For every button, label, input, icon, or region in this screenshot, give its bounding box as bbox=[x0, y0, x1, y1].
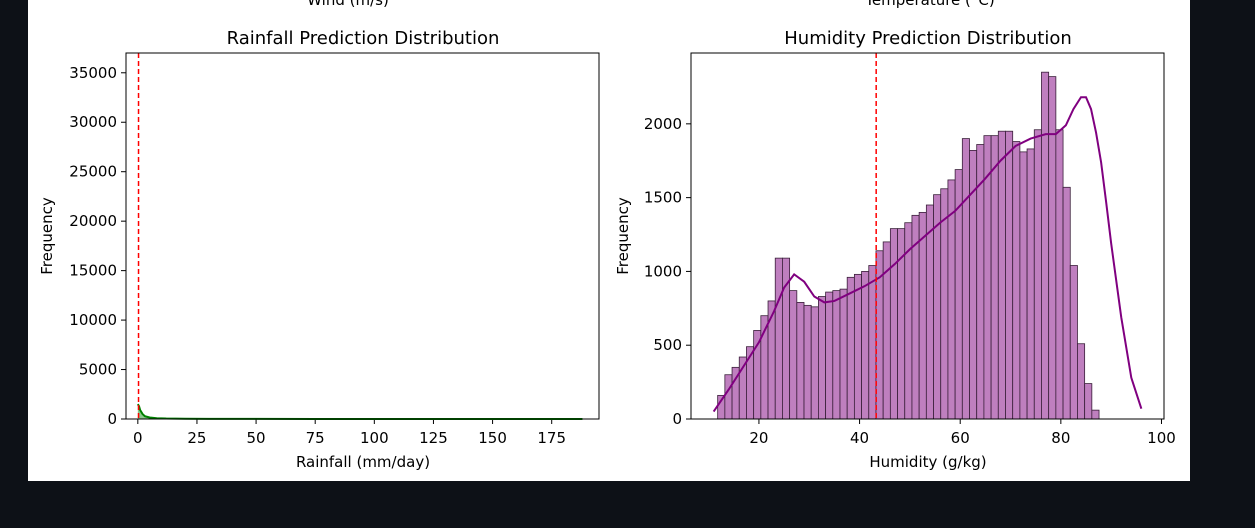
humidity-bar bbox=[839, 288, 848, 420]
humidity-bar bbox=[789, 290, 798, 420]
humidity-bar bbox=[1033, 129, 1042, 420]
humidity-xtick-label: 20 bbox=[749, 429, 768, 447]
rainfall-chart-title: Rainfall Prediction Distribution bbox=[227, 28, 500, 49]
humidity-bar bbox=[1026, 148, 1035, 420]
rainfall-ytick-label: 20000 bbox=[69, 212, 117, 230]
humidity-bar bbox=[853, 273, 862, 420]
humidity-chart-title: Humidity Prediction Distribution bbox=[784, 28, 1072, 49]
humidity-bar bbox=[1012, 141, 1021, 420]
rainfall-xlabel: Rainfall (mm/day) bbox=[296, 453, 430, 471]
humidity-bar bbox=[925, 204, 934, 420]
cutoff-xlabel-right: Temperature (°C) bbox=[864, 0, 994, 9]
humidity-xtick-label: 80 bbox=[1051, 429, 1070, 447]
figure: Wind (m/s) Temperature (°C) Rainfall Pre… bbox=[28, 0, 1190, 481]
humidity-bar bbox=[1041, 71, 1050, 420]
rainfall-xtick-label: 100 bbox=[360, 429, 389, 447]
humidity-bar bbox=[825, 291, 834, 420]
humidity-bar bbox=[774, 257, 783, 420]
humidity-bar bbox=[1019, 151, 1028, 420]
humidity-bar bbox=[889, 228, 898, 420]
humidity-bar bbox=[1055, 129, 1064, 420]
humidity-kde-line bbox=[712, 96, 1143, 413]
humidity-bar bbox=[796, 302, 805, 420]
humidity-bar bbox=[1084, 383, 1093, 420]
rainfall-xtick-label: 50 bbox=[247, 429, 266, 447]
cutoff-xlabel-left: Wind (m/s) bbox=[307, 0, 389, 9]
humidity-bar bbox=[997, 130, 1006, 420]
figure-canvas: Wind (m/s) Temperature (°C) Rainfall Pre… bbox=[38, 0, 1176, 471]
humidity-ytick-label: 500 bbox=[653, 336, 682, 354]
rainfall-xtick-label: 175 bbox=[537, 429, 566, 447]
humidity-bar bbox=[940, 188, 949, 420]
rainfall-xtick-label: 0 bbox=[133, 429, 143, 447]
rainfall-ytick-label: 35000 bbox=[69, 64, 117, 82]
humidity-chart: Humidity Prediction Distribution 20 40 60 8… bbox=[614, 28, 1176, 471]
rainfall-xtick-label: 25 bbox=[187, 429, 206, 447]
humidity-bar bbox=[1069, 265, 1078, 420]
humidity-ytick-label: 1500 bbox=[644, 189, 682, 207]
humidity-bar bbox=[832, 290, 841, 420]
humidity-bar bbox=[1077, 343, 1086, 420]
rainfall-ticks: 0 25 50 75 100 125 150 175 0 5000 10000 15000 20000 2… bbox=[69, 64, 566, 447]
humidity-bar bbox=[1005, 130, 1014, 420]
rainfall-kde-fill bbox=[137, 404, 583, 419]
humidity-bar bbox=[1048, 76, 1057, 420]
humidity-bar bbox=[818, 296, 827, 420]
humidity-marks bbox=[712, 53, 1143, 420]
humidity-xtick-label: 40 bbox=[850, 429, 869, 447]
rainfall-ytick-label: 5000 bbox=[79, 361, 117, 379]
humidity-xlabel: Humidity (g/kg) bbox=[869, 453, 986, 471]
humidity-bar bbox=[1091, 409, 1100, 420]
humidity-plot-frame bbox=[690, 52, 1165, 420]
humidity-bar bbox=[990, 135, 999, 420]
humidity-ylabel: Frequency bbox=[614, 197, 632, 275]
rainfall-ytick-label: 10000 bbox=[69, 311, 117, 329]
rainfall-plot-frame bbox=[125, 52, 600, 420]
humidity-bar bbox=[961, 138, 970, 420]
humidity-bar bbox=[861, 271, 870, 420]
humidity-bar bbox=[767, 300, 776, 420]
humidity-bar bbox=[810, 306, 819, 420]
rainfall-xtick-label: 150 bbox=[478, 429, 507, 447]
rainfall-marks bbox=[136, 53, 583, 420]
rainfall-xtick-label: 125 bbox=[419, 429, 448, 447]
humidity-xtick-label: 100 bbox=[1147, 429, 1176, 447]
humidity-ytick-label: 1000 bbox=[644, 262, 682, 280]
humidity-bar bbox=[868, 265, 877, 420]
rainfall-chart: Rainfall Prediction Distribution 0 25 50 75… bbox=[38, 28, 600, 471]
humidity-xtick-label: 60 bbox=[951, 429, 970, 447]
humidity-bar bbox=[1062, 186, 1071, 420]
rainfall-ytick-label: 30000 bbox=[69, 113, 117, 131]
rainfall-ytick-label: 25000 bbox=[69, 163, 117, 181]
humidity-bar bbox=[846, 276, 855, 420]
rainfall-ytick-label: 15000 bbox=[69, 262, 117, 280]
rainfall-xtick-label: 75 bbox=[306, 429, 325, 447]
humidity-bar bbox=[803, 304, 812, 420]
humidity-ytick-label: 0 bbox=[672, 410, 682, 428]
humidity-ytick-label: 2000 bbox=[644, 115, 682, 133]
rainfall-ytick-label: 0 bbox=[107, 410, 117, 428]
rainfall-kde-line bbox=[136, 403, 583, 420]
humidity-bar bbox=[724, 374, 733, 420]
rainfall-ylabel: Frequency bbox=[38, 197, 56, 275]
humidity-bar bbox=[918, 211, 927, 420]
